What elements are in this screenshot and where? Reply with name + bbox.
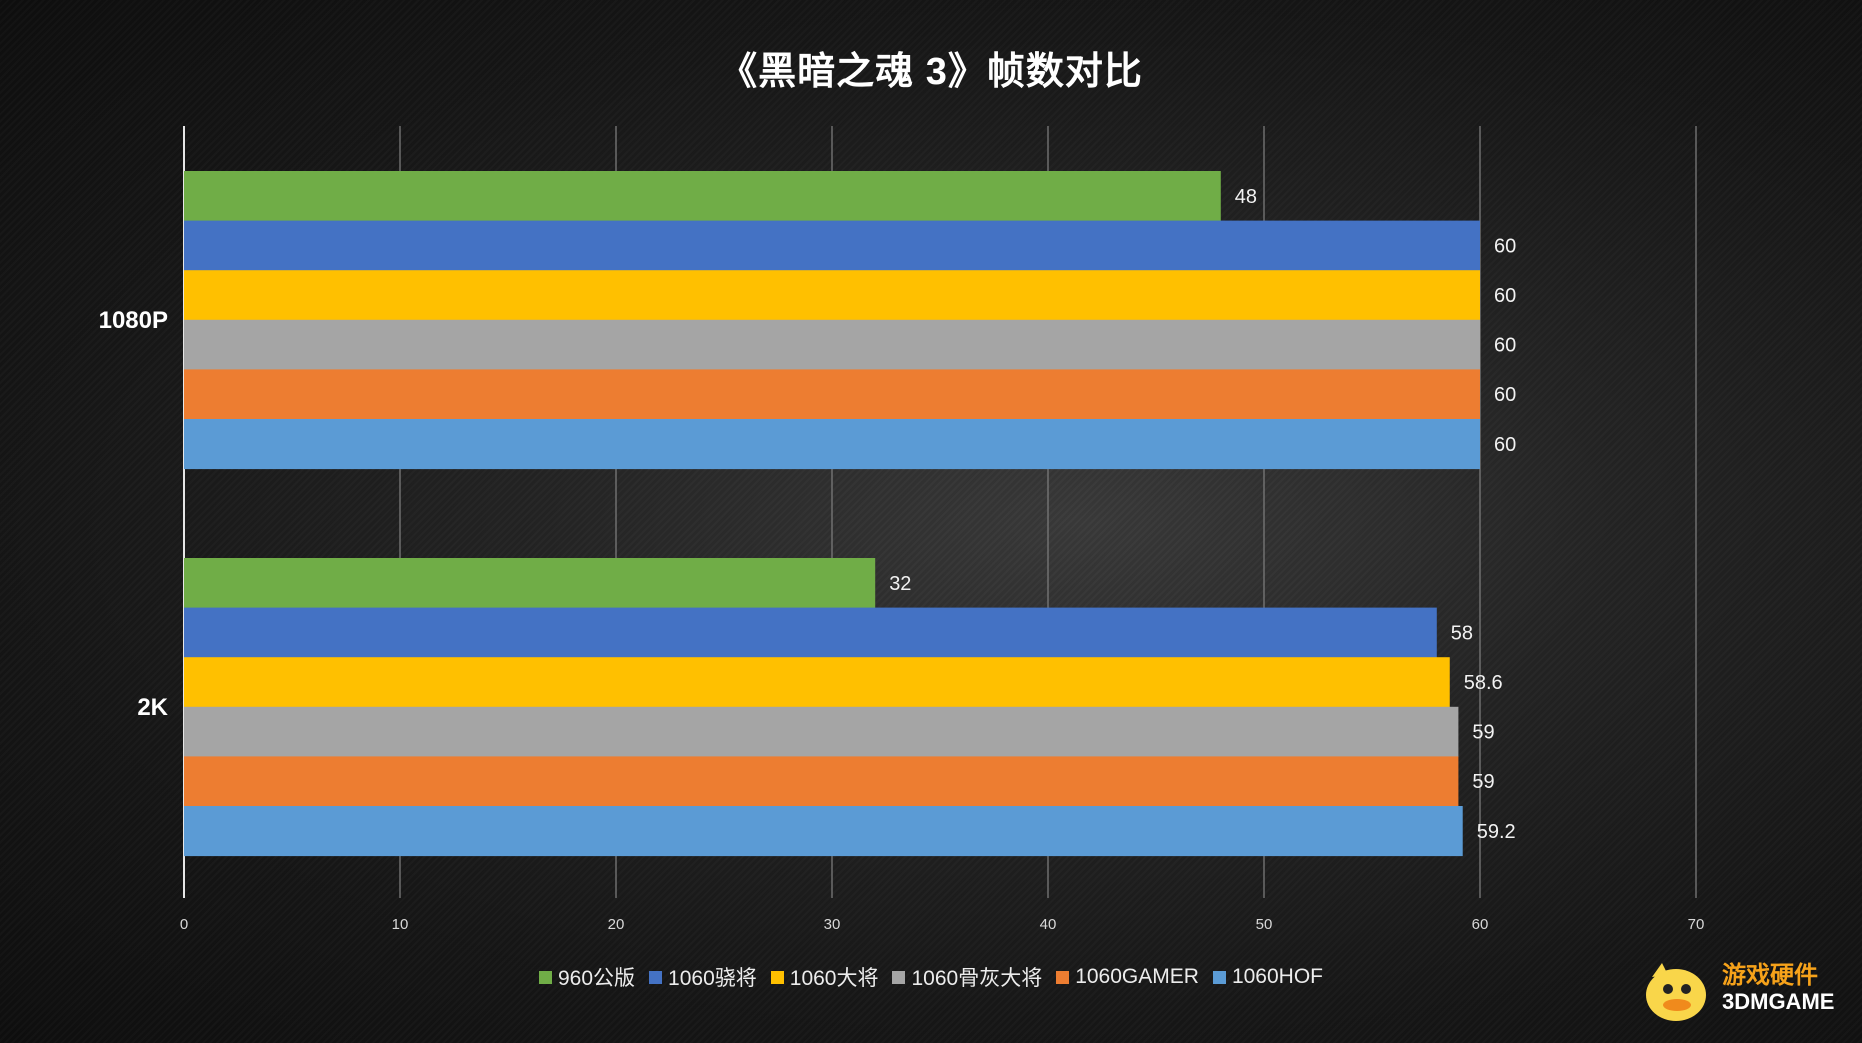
legend-swatch [539, 970, 552, 984]
legend-item: 1060骨灰大将 [892, 962, 1042, 992]
chart-legend: 960公版 1060骁将 1060大将 1060骨灰大将 1060GAMER 1060HO… [0, 962, 1862, 992]
legend-label: 1060HOF [1231, 965, 1323, 988]
duck-mascot-icon [1646, 963, 1706, 1021]
data-label: 32 [889, 573, 911, 595]
legend-item: 1060HOF [1212, 962, 1323, 992]
category-label: 1080P [99, 307, 168, 334]
data-label: 58.6 [1464, 672, 1503, 694]
bar [184, 270, 1480, 321]
bar [184, 220, 1480, 271]
legend-label: 1060骁将 [668, 967, 757, 990]
watermark-text-en: 3DMGAME [1722, 989, 1835, 1014]
legend-label: 1060骨灰大将 [911, 967, 1043, 990]
data-label: 60 [1494, 285, 1516, 307]
legend-label: 1060GAMER [1075, 965, 1199, 988]
x-tick-label: 40 [1040, 916, 1057, 933]
x-tick-label: 60 [1472, 916, 1489, 933]
bar [184, 806, 1463, 857]
bar [184, 706, 1459, 757]
bar [184, 657, 1450, 708]
legend-label: 960公版 [558, 967, 636, 990]
watermark-text-cn: 游戏硬件 [1722, 962, 1818, 989]
legend-swatch [892, 970, 906, 984]
x-tick-label: 20 [608, 916, 625, 933]
data-label: 59.2 [1477, 821, 1516, 843]
data-label: 60 [1494, 384, 1516, 406]
legend-label: 1060大将 [789, 967, 879, 990]
legend-swatch [1056, 970, 1070, 984]
x-tick-label: 30 [824, 916, 841, 933]
data-label: 60 [1494, 235, 1516, 257]
legend-item: 960公版 [539, 962, 635, 992]
x-tick-label: 10 [392, 916, 409, 933]
legend-swatch [1212, 970, 1226, 984]
category-label: 2K [137, 694, 168, 721]
bar [184, 756, 1459, 807]
data-label: 58 [1451, 622, 1473, 644]
x-tick-label: 0 [180, 916, 188, 933]
chart-title: 《黑暗之魂 3》帧数对比 [719, 51, 1143, 93]
3dmgame-watermark: 游戏硬件 3DMGAME [1632, 949, 1842, 1029]
legend-item: 1060GAMER [1056, 962, 1199, 992]
data-label: 60 [1494, 434, 1516, 456]
data-label: 59 [1472, 722, 1494, 744]
bar [184, 319, 1480, 370]
legend-item: 1060大将 [770, 962, 879, 992]
x-tick-label: 70 [1688, 916, 1705, 933]
data-label: 48 [1235, 186, 1257, 208]
bar [184, 607, 1437, 658]
legend-item: 1060骁将 [649, 962, 757, 992]
bar [184, 369, 1480, 420]
bar [184, 558, 876, 609]
legend-swatch [770, 970, 784, 984]
bar [184, 171, 1221, 222]
x-tick-label: 50 [1256, 916, 1273, 933]
data-label: 59 [1472, 771, 1494, 793]
legend-swatch [649, 970, 663, 984]
data-label: 60 [1494, 335, 1516, 357]
bar [184, 419, 1480, 470]
